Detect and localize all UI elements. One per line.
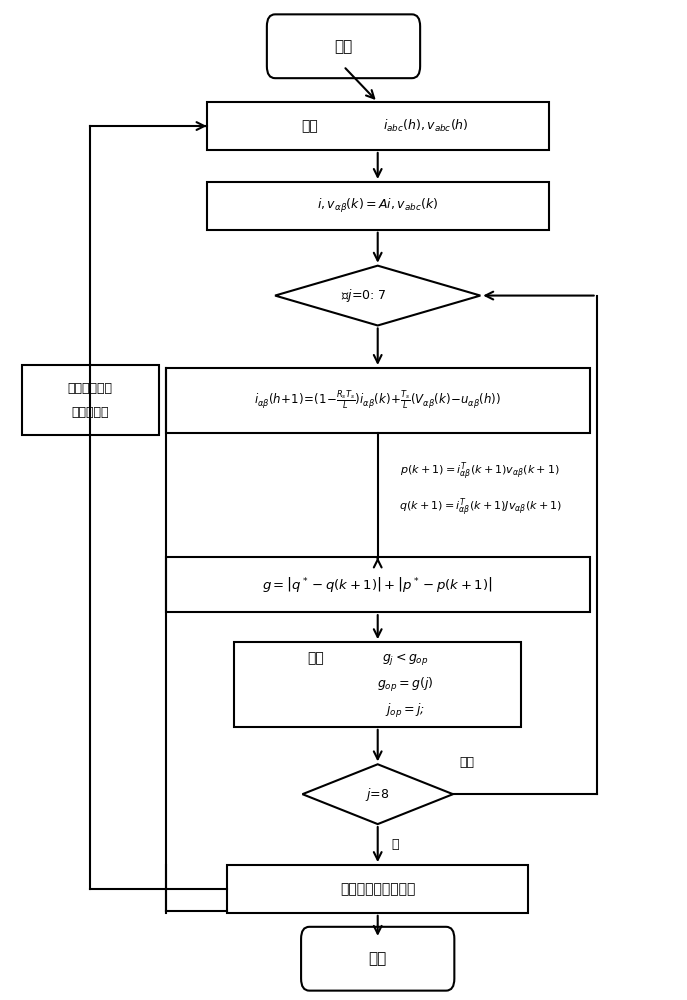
Text: 等待下一个采: 等待下一个采 <box>68 382 113 395</box>
Polygon shape <box>275 266 480 325</box>
Text: 如果: 如果 <box>308 652 324 666</box>
Text: $q(k+1)=i_{\alpha\beta}^{T}(k+1)Jv_{\alpha\beta}(k+1)$: $q(k+1)=i_{\alpha\beta}^{T}(k+1)Jv_{\alp… <box>398 497 562 519</box>
Bar <box>166 368 590 433</box>
Bar <box>234 642 521 727</box>
Text: $j_{op} = j$;: $j_{op} = j$; <box>385 702 425 720</box>
Bar <box>227 865 528 913</box>
Text: $g=\left|q^*-q(k+1)\right|+\left|p^*-p(k+1)\right|$: $g=\left|q^*-q(k+1)\right|+\left|p^*-p(k… <box>262 575 493 594</box>
Text: $i_{\alpha\beta}(h\!+\!1)\!=\!(1\!-\!\frac{R_s T_s}{L})i_{\alpha\beta}(k)\!+\!\f: $i_{\alpha\beta}(h\!+\!1)\!=\!(1\!-\!\fr… <box>254 389 502 412</box>
Text: $g_{op} = g(j)$: $g_{op} = g(j)$ <box>376 676 433 694</box>
Text: 是: 是 <box>392 838 399 851</box>
Text: 应用最优的开关状态: 应用最优的开关状态 <box>340 882 416 896</box>
FancyBboxPatch shape <box>301 927 454 991</box>
Text: 不是: 不是 <box>460 756 475 769</box>
Bar <box>22 365 159 435</box>
Polygon shape <box>302 764 453 824</box>
Text: $i, v_{\alpha\beta}(k) = Ai, v_{abc}(k)$: $i, v_{\alpha\beta}(k) = Ai, v_{abc}(k)$ <box>317 197 438 215</box>
Bar <box>166 557 590 612</box>
Text: $i_{abc}(h), v_{abc}(h)$: $i_{abc}(h), v_{abc}(h)$ <box>383 118 469 134</box>
Text: 从$j$=0: 7: 从$j$=0: 7 <box>341 287 387 304</box>
Text: $g_j < g_{op}$: $g_j < g_{op}$ <box>382 651 428 667</box>
Text: 开始: 开始 <box>335 39 352 54</box>
Bar <box>207 182 549 230</box>
Bar <box>207 102 549 150</box>
Text: 结束: 结束 <box>369 951 387 966</box>
Text: 采样: 采样 <box>301 119 317 133</box>
Text: $j$=8: $j$=8 <box>365 786 390 803</box>
Text: 样时间到来: 样时间到来 <box>71 406 109 419</box>
Text: $p(k+1)=i_{\alpha\beta}^{T}(k+1)v_{\alpha\beta}(k+1)$: $p(k+1)=i_{\alpha\beta}^{T}(k+1)v_{\alph… <box>401 461 561 483</box>
FancyBboxPatch shape <box>267 14 420 78</box>
